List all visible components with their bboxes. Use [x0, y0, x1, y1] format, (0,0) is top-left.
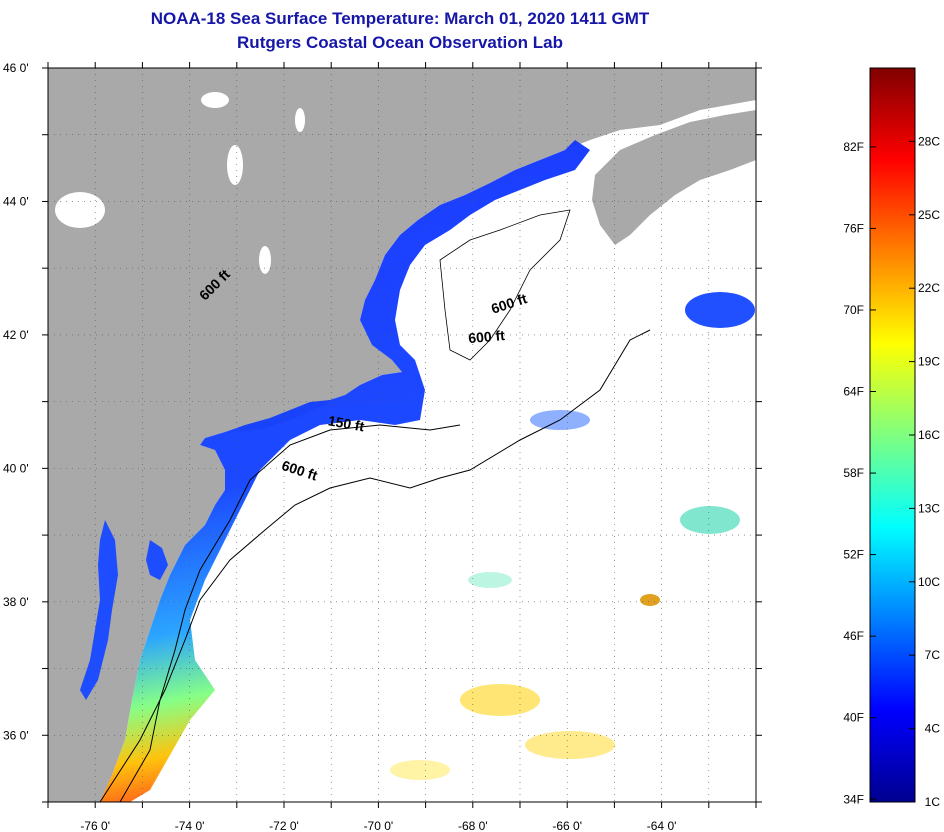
colorbar-f-label: 64F — [843, 385, 864, 399]
sst-offshore-patches — [390, 292, 755, 780]
chesapeake-bay — [80, 520, 118, 700]
land-nova-scotia — [592, 110, 756, 245]
colorbar-c-label: 22C — [918, 281, 940, 295]
colorbar-f-label: 58F — [843, 466, 864, 480]
colorbar-c-label: 19C — [918, 355, 940, 369]
colorbar-c-label: 1C — [925, 795, 941, 809]
inland-white-patches — [55, 92, 305, 274]
colorbar-f-label: 46F — [843, 629, 864, 643]
map-grid — [48, 68, 756, 802]
sst-coastal-band — [100, 140, 590, 802]
colorbar-c-label: 16C — [918, 428, 940, 442]
colorbar-c-label: 28C — [918, 134, 940, 148]
colorbar-fahrenheit-labels: 82F 76F 70F 64F 58F 52F 46F 40F 34F — [843, 140, 876, 806]
colorbar-c-label: 7C — [925, 648, 941, 662]
contour-600ft-shelf — [99, 329, 651, 802]
contour-label: 150 ft — [327, 412, 366, 434]
colorbar-f-label: 70F — [843, 303, 864, 317]
longitude-axis: -76 0' -74 0' -72 0' -70 0' -68 0' -66 0' -64 … — [47, 62, 757, 832]
colorbar-c-label: 13C — [918, 501, 940, 515]
contour-150ft — [119, 424, 461, 802]
contour-label: 600 ft — [468, 327, 506, 346]
delaware-bay — [146, 540, 168, 580]
colorbar-f-label: 52F — [843, 548, 864, 562]
colorbar-f-label: 76F — [843, 221, 864, 235]
map-title: NOAA-18 Sea Surface Temperature: March 0… — [150, 9, 650, 28]
lon-tick-label: -74 0' — [175, 819, 205, 832]
land-mainland — [48, 68, 756, 802]
lat-tick-label: 40 0' — [3, 461, 29, 475]
latitude-axis: 46 0' 44 0' 42 0' 40 0' 38 0' 36 0' — [3, 61, 762, 803]
lat-tick-label: 42 0' — [3, 328, 29, 342]
colorbar-f-label: 34F — [843, 792, 864, 806]
colorbar-c-label: 25C — [918, 208, 940, 222]
colorbar-c-label: 4C — [925, 722, 941, 736]
colorbar-f-label: 40F — [843, 711, 864, 725]
map-area — [48, 68, 756, 802]
lat-tick-label: 46 0' — [3, 61, 29, 75]
lon-tick-label: -72 0' — [269, 819, 299, 832]
lat-tick-label: 38 0' — [3, 595, 29, 609]
colorbar-c-label: 10C — [918, 575, 940, 589]
lon-tick-label: -64 0' — [647, 819, 677, 832]
lon-tick-label: -76 0' — [80, 819, 110, 832]
lon-tick-label: -66 0' — [552, 819, 582, 832]
contour-gulf-of-maine — [439, 209, 571, 361]
colorbar-f-label: 82F — [843, 140, 864, 154]
lon-tick-label: -68 0' — [458, 819, 488, 832]
map-subtitle: Rutgers Coastal Ocean Observation Lab — [237, 33, 563, 52]
lat-tick-label: 44 0' — [3, 194, 29, 208]
colorbar-celsius-labels: 28C 25C 22C 19C 16C 13C 10C 7C 4C 1C — [909, 134, 940, 809]
lat-tick-label: 36 0' — [3, 728, 29, 742]
colorbar — [869, 67, 916, 803]
lon-tick-label: -70 0' — [364, 819, 394, 832]
map-frame — [47, 67, 757, 803]
